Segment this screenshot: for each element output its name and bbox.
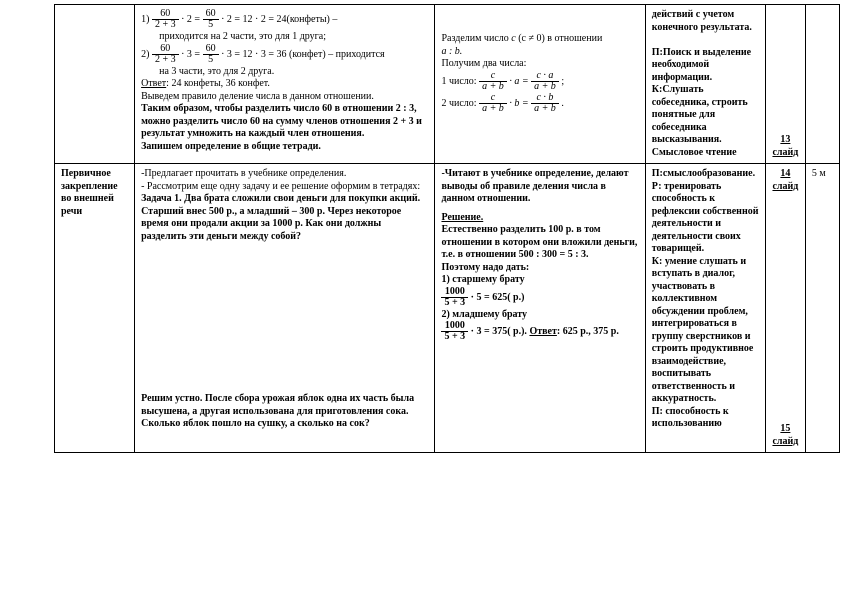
table-row: 1) 60 2 + 3 · 2 = 60 5 · 2 = 12 · 2 = 24… (55, 5, 840, 164)
text: 1) старшему брату (441, 274, 638, 287)
text: · 3 = 12 · 3 = 36 (конфет) – приходится (221, 49, 385, 60)
text: Поэтому надо дать: (441, 262, 638, 275)
text: 2) младшему брату (441, 309, 638, 322)
cell-time: 5 м (805, 164, 839, 453)
text: Получим два числа: (441, 58, 638, 71)
fraction: 1000 5 + 3 (441, 287, 468, 308)
task-label: Задача 1. (141, 193, 184, 204)
oral-label: Решим устно. (141, 393, 205, 404)
cell-student-activity: -Читают в учебнике определение, делают в… (435, 164, 645, 453)
text: · b = (509, 98, 531, 109)
slide-ref: 13 слайд (772, 134, 799, 159)
text: · 5 = 625( р.) (471, 292, 525, 303)
text: на 3 части, это для 2 друга. (141, 66, 428, 79)
text: ; (561, 76, 564, 87)
cell-teacher-activity: 1) 60 2 + 3 · 2 = 60 5 · 2 = 12 · 2 = 24… (135, 5, 435, 164)
cell-stage: Первичное закрепление во внешней речи (55, 164, 135, 453)
fraction: 1000 5 + 3 (441, 321, 468, 342)
text: Разделим число (441, 33, 511, 44)
text: приходится на 2 части, это для 1 друга; (141, 31, 428, 44)
cell-time (805, 5, 839, 164)
text: · 3 = (181, 49, 202, 60)
solution-label: Решение. (441, 212, 638, 225)
text: -Предлагает прочитать в учебнике определ… (141, 168, 428, 181)
answer-text: : 24 конфеты, 36 конфет. (166, 78, 270, 89)
fraction: c a + b (479, 71, 507, 92)
text: (с ≠ 0) в отношении (516, 33, 603, 44)
cell-slide: 14 слайд 15 слайд (765, 164, 805, 453)
text: Выведем правило деление числа в данном о… (141, 91, 428, 104)
cell-stage (55, 5, 135, 164)
answer-label: Ответ (529, 326, 556, 337)
text: 2 число: (441, 98, 479, 109)
cell-student-activity: Разделим число с (с ≠ 0) в отношении a :… (435, 5, 645, 164)
text: 2) (141, 49, 152, 60)
slide-ref: 14 слайд (772, 168, 799, 193)
text: · 3 = 375( р.). (471, 326, 530, 337)
fraction: 60 5 (203, 9, 219, 30)
fraction: c · b a + b (531, 93, 559, 114)
fraction: 60 2 + 3 (152, 9, 179, 30)
answer-text: : 625 р., 375 р. (557, 326, 619, 337)
text: действий с учетом конечного результата. … (652, 9, 759, 159)
fraction: 60 2 + 3 (152, 44, 179, 65)
slide-ref: 15 слайд (772, 423, 799, 448)
text: - Рассмотрим еще одну задачу и ее решени… (141, 181, 428, 194)
cell-uud: действий с учетом конечного результата. … (645, 5, 765, 164)
text: 1 число: (441, 76, 479, 87)
text: · 2 = (181, 14, 202, 25)
text: -Читают в учебнике определение, делают в… (441, 168, 638, 206)
rule-bold: Таким образом, чтобы разделить число 60 … (141, 103, 428, 141)
text: a : b. (441, 46, 638, 59)
fraction: c · a a + b (531, 71, 559, 92)
rule-bold: Запишем определение в общие тетради. (141, 141, 428, 154)
cell-uud: П:смыслообразование. Р: тренировать спос… (645, 164, 765, 453)
cell-slide: 13 слайд (765, 5, 805, 164)
text: · a = (509, 76, 531, 87)
fraction: 60 5 (203, 44, 219, 65)
text: · 2 = 12 · 2 = 24(конфеты) – (221, 14, 337, 25)
text: 1) (141, 14, 152, 25)
fraction: c a + b (479, 93, 507, 114)
text: Естественно разделить 100 р. в том отнош… (441, 224, 638, 262)
text: . (561, 98, 564, 109)
lesson-plan-table: 1) 60 2 + 3 · 2 = 60 5 · 2 = 12 · 2 = 24… (54, 4, 840, 453)
answer-label: Ответ (141, 78, 166, 89)
cell-teacher-activity: -Предлагает прочитать в учебнике определ… (135, 164, 435, 453)
table-row: Первичное закрепление во внешней речи -П… (55, 164, 840, 453)
